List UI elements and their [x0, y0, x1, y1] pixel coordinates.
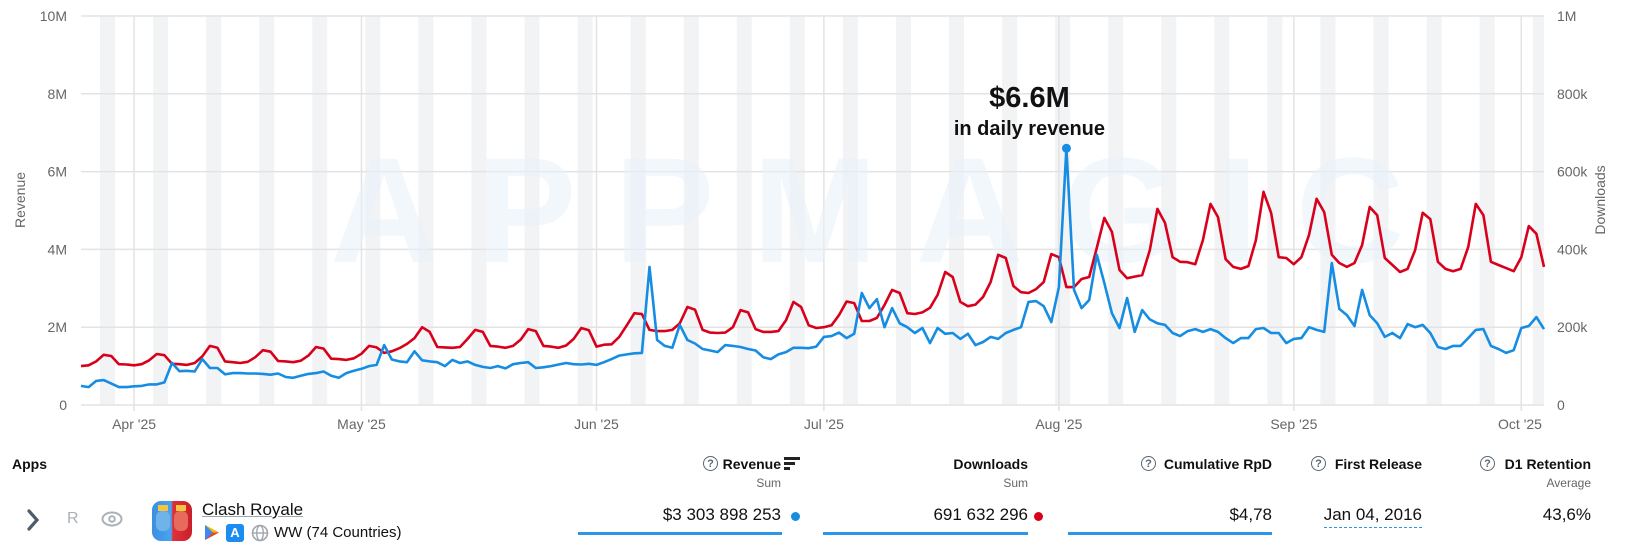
weekend-band: [949, 16, 965, 405]
app-name-link[interactable]: Clash Royale: [202, 500, 304, 519]
weekend-band: [842, 16, 858, 405]
weekend-band: [1002, 16, 1018, 405]
apps-column-header: Apps: [12, 456, 47, 472]
weekend-band: [100, 16, 116, 405]
help-icon[interactable]: ?: [703, 456, 718, 471]
weekend-band: [1267, 16, 1283, 405]
weekend-band: [524, 16, 540, 405]
help-icon[interactable]: ?: [1311, 456, 1326, 471]
downloads-series-dot: [1034, 512, 1043, 521]
weekend-band: [312, 16, 328, 405]
weekend-band: [153, 16, 169, 405]
revenue-column-header[interactable]: Revenue: [722, 456, 781, 472]
y-axis-right-title: Downloads: [1592, 165, 1608, 234]
revenue-series-dot: [791, 512, 800, 521]
x-axis: Apr '25 May '25 Jun '25 Jul '25 Aug '25 Sep '…: [112, 416, 1542, 432]
revenue-bar: [578, 532, 782, 535]
y-left-tick-label: 10M: [40, 8, 67, 24]
revenue-downloads-chart: APPMAGIC 0 2M 4M 6M 8M 10M 0 200k 400k 600k 800k 1…: [12, 8, 1608, 432]
weekend-band: [630, 16, 646, 405]
x-tick-label: Jun '25: [574, 416, 619, 432]
y-right-tick-label: 400k: [1557, 241, 1588, 257]
google-play-icon: [205, 525, 219, 540]
first-release-column-header[interactable]: First Release: [1334, 456, 1422, 472]
downloads-line: [80, 190, 1546, 368]
app-store-icon: A: [226, 524, 244, 542]
annotation-caption: in daily revenue: [954, 118, 1105, 140]
downloads-bar: [823, 532, 1028, 535]
downloads-column-header[interactable]: Downloads: [953, 456, 1028, 472]
cumulative-rpd-column-header[interactable]: Cumulative RpD: [1163, 456, 1272, 472]
weekend-band: [1479, 16, 1495, 405]
weekend-band: [471, 16, 487, 405]
x-tick-label: Oct '25: [1498, 416, 1542, 432]
app-icon[interactable]: [152, 501, 192, 541]
weekend-band: [736, 16, 752, 405]
weekend-band: [1426, 16, 1442, 405]
eye-icon[interactable]: [101, 511, 123, 527]
weekend-band: [259, 16, 275, 405]
x-tick-label: Aug '25: [1035, 416, 1082, 432]
weekend-band: [1532, 16, 1544, 405]
y-left-tick-label: 2M: [48, 319, 67, 335]
revenue-value: $3 303 898 253: [662, 505, 781, 524]
downloads-value: 691 632 296: [933, 505, 1028, 524]
watermark-logo: APPMAGIC: [330, 126, 1442, 294]
y-left-tick-label: 8M: [48, 86, 67, 102]
y-axis-left: 0 2M 4M 6M 8M 10M: [40, 8, 67, 413]
x-tick-label: Apr '25: [112, 416, 156, 432]
y-left-tick-label: 6M: [48, 164, 67, 180]
series-lines: [80, 147, 1546, 389]
rank-label: R: [67, 510, 79, 527]
weekend-band: [895, 16, 911, 405]
weekend-band: [1108, 16, 1124, 405]
peak-annotation: $6.6M in daily revenue: [954, 82, 1105, 153]
cumulative-rpd-bar: [1068, 532, 1272, 535]
sort-icon[interactable]: [784, 457, 800, 470]
y-right-tick-label: 1M: [1557, 8, 1576, 24]
revenue-aggregation-label: Sum: [756, 476, 781, 490]
x-tick-label: May '25: [337, 416, 386, 432]
help-icon[interactable]: ?: [1141, 456, 1156, 471]
revenue-line: [80, 147, 1546, 389]
d1-retention-value: 43,6%: [1542, 505, 1591, 524]
weekend-band: [1373, 16, 1389, 405]
y-left-tick-label: 4M: [48, 241, 67, 257]
y-left-tick-label: 0: [59, 397, 67, 413]
annotation-value: $6.6M: [989, 82, 1070, 114]
weekend-band: [1320, 16, 1336, 405]
weekend-band: [1214, 16, 1230, 405]
y-right-tick-label: 800k: [1557, 86, 1588, 102]
weekend-band: [418, 16, 434, 405]
y-axis-right: 0 200k 400k 600k 800k 1M: [1557, 8, 1588, 413]
weekend-band: [365, 16, 381, 405]
d1-retention-aggregation-label: Average: [1546, 476, 1591, 490]
downloads-aggregation-label: Sum: [1003, 476, 1028, 490]
weekend-bands: [100, 16, 1544, 405]
downloads-series: [80, 190, 1546, 368]
weekend-band: [206, 16, 222, 405]
revenue-series: [80, 147, 1546, 389]
region-label: WW (74 Countries): [274, 524, 402, 541]
peak-marker: [1061, 143, 1071, 153]
d1-retention-column-header[interactable]: D1 Retention: [1504, 456, 1591, 472]
cumulative-rpd-value: $4,78: [1229, 505, 1272, 524]
first-release-value[interactable]: Jan 04, 2016: [1323, 505, 1422, 528]
x-tick-label: Jul '25: [804, 416, 844, 432]
y-right-tick-label: 0: [1557, 397, 1565, 413]
weekend-band: [1161, 16, 1177, 405]
weekend-band: [577, 16, 593, 405]
y-axis-left-title: Revenue: [12, 172, 28, 228]
globe-icon: [251, 524, 269, 542]
y-right-tick-label: 600k: [1557, 164, 1588, 180]
y-right-tick-label: 200k: [1557, 319, 1588, 335]
x-tick-label: Sep '25: [1270, 416, 1317, 432]
help-icon[interactable]: ?: [1480, 456, 1495, 471]
chevron-right-icon[interactable]: [26, 509, 40, 531]
